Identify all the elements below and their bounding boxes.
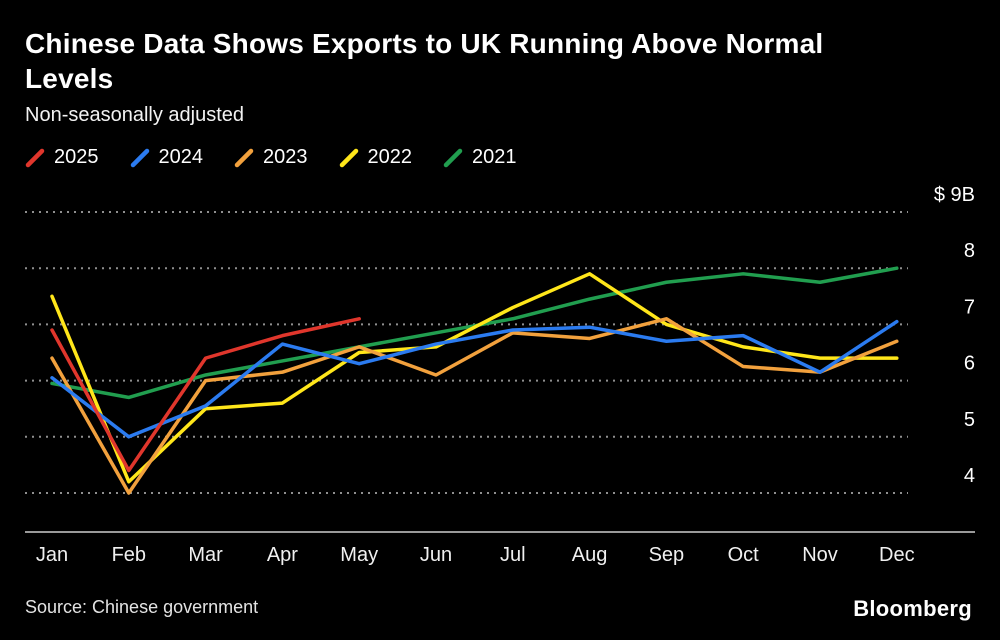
legend-label: 2025 <box>54 146 99 168</box>
legend-item-2023: 2023 <box>233 146 308 169</box>
legend-label: 2023 <box>263 146 308 168</box>
y-tick-label: 4 <box>964 465 975 487</box>
series-line-2025 <box>50 317 361 473</box>
legend-label: 2024 <box>158 146 204 168</box>
legend-label: 2021 <box>472 146 517 168</box>
legend-line-icon <box>443 148 463 167</box>
series-line-2022 <box>50 272 899 484</box>
y-tick-label: $ 9B <box>934 184 975 206</box>
legend-label: 2022 <box>367 146 413 168</box>
x-tick-label: Apr <box>267 544 298 566</box>
x-tick-label: Nov <box>802 544 838 566</box>
x-tick-label: Jul <box>500 544 526 566</box>
legend-line-icon <box>130 148 149 167</box>
legend-line-icon <box>234 148 254 167</box>
x-tick-label: Oct <box>728 544 760 566</box>
y-tick-label: 7 <box>964 296 975 318</box>
legend-item-2025: 2025 <box>24 146 99 169</box>
series-line-2024 <box>50 319 899 439</box>
legend-line-icon <box>339 148 358 167</box>
x-tick-label: May <box>340 544 378 566</box>
x-tick-label: Mar <box>188 544 223 566</box>
y-tick-label: 5 <box>964 409 975 431</box>
legend-item-2021: 2021 <box>442 146 517 169</box>
series-line-2023 <box>50 317 899 495</box>
x-tick-label: Jan <box>36 544 68 566</box>
bloomberg-logo: Bloomberg <box>853 596 972 621</box>
series-line-2021 <box>50 266 899 400</box>
x-tick-label: Jun <box>420 544 452 566</box>
legend: 2025 2024 2023 2022 2021 <box>24 146 517 169</box>
source-attribution: Source: Chinese government <box>25 597 259 617</box>
x-tick-label: Aug <box>572 544 608 566</box>
y-tick-label: 6 <box>964 353 975 375</box>
legend-item-2022: 2022 <box>338 146 413 169</box>
legend-line-icon <box>25 148 45 167</box>
legend-item-2024: 2024 <box>129 146 204 169</box>
chart-subtitle: Non-seasonally adjusted <box>25 104 245 126</box>
y-tick-label: 8 <box>964 240 975 262</box>
x-tick-label: Dec <box>879 544 915 566</box>
x-tick-label: Sep <box>649 544 685 566</box>
chart-title: Chinese Data Shows Exports to UK Running… <box>25 28 824 94</box>
x-tick-label: Feb <box>112 544 146 566</box>
